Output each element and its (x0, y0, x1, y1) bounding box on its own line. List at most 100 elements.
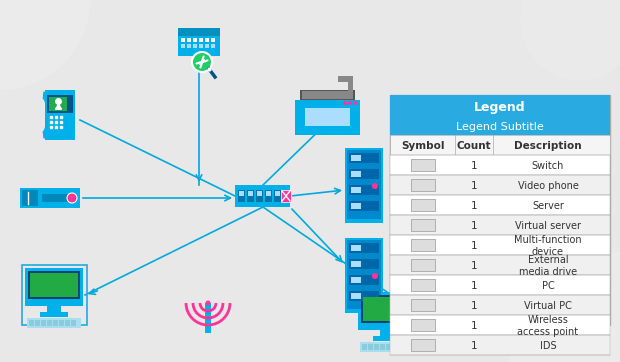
Circle shape (348, 101, 352, 105)
Bar (390, 335, 610, 355)
Text: 1: 1 (471, 241, 477, 251)
Bar (281, 190, 291, 202)
Bar (351, 203, 361, 209)
Bar (205, 44, 209, 48)
Bar (358, 292, 416, 330)
Bar (390, 235, 610, 255)
Bar (45, 90, 75, 140)
Bar (35, 320, 40, 326)
Bar (239, 191, 244, 196)
Bar (390, 215, 610, 235)
Bar (390, 117, 610, 135)
Text: 1: 1 (471, 341, 477, 351)
Bar (345, 148, 383, 223)
Text: Wireless
access point: Wireless access point (518, 315, 578, 337)
Bar (410, 239, 435, 251)
Bar (265, 190, 272, 202)
Bar (410, 299, 435, 311)
Bar (71, 320, 76, 326)
Bar (351, 245, 361, 251)
Bar (390, 255, 610, 275)
Bar (361, 295, 413, 323)
Bar (390, 95, 610, 325)
Text: 1: 1 (471, 281, 477, 291)
Text: Video phone: Video phone (518, 181, 578, 191)
Bar (349, 291, 379, 301)
Circle shape (67, 193, 77, 203)
Bar (247, 190, 254, 202)
Circle shape (372, 273, 378, 279)
Circle shape (192, 52, 212, 72)
Text: 1: 1 (471, 181, 477, 191)
Text: Switch: Switch (532, 161, 564, 171)
Bar (178, 28, 220, 56)
Bar (347, 240, 381, 309)
Bar (205, 303, 211, 333)
Bar (349, 153, 379, 163)
Bar (362, 344, 367, 350)
Bar (187, 38, 191, 42)
Bar (390, 295, 610, 315)
Text: Virtual server: Virtual server (515, 221, 581, 231)
Bar (274, 190, 281, 202)
Bar (181, 44, 185, 48)
Bar (351, 293, 361, 299)
Bar (42, 194, 72, 202)
Text: 1: 1 (471, 321, 477, 331)
Bar (47, 320, 52, 326)
FancyBboxPatch shape (390, 95, 610, 117)
Bar (410, 339, 435, 351)
Text: 1: 1 (471, 161, 477, 171)
Bar (187, 44, 191, 48)
Bar (178, 28, 220, 36)
Bar (211, 44, 215, 48)
Bar (404, 344, 409, 350)
Text: 1: 1 (471, 261, 477, 271)
Bar (349, 201, 379, 211)
Bar (386, 344, 391, 350)
Text: Virtual PC: Virtual PC (524, 301, 572, 311)
Bar (211, 38, 215, 42)
Bar (300, 90, 355, 102)
Bar (351, 171, 361, 177)
Bar (390, 275, 610, 295)
Bar (351, 261, 361, 267)
Bar (59, 320, 64, 326)
Bar (374, 344, 379, 350)
Circle shape (372, 183, 378, 189)
Bar (238, 190, 245, 202)
Bar (410, 259, 435, 271)
Bar (368, 344, 373, 350)
Bar (410, 319, 435, 331)
Bar (181, 38, 185, 42)
Bar (65, 320, 70, 326)
Bar (390, 175, 610, 195)
Bar (40, 312, 68, 317)
Circle shape (0, 0, 90, 90)
Bar (410, 199, 435, 211)
Bar (349, 169, 379, 179)
Bar (305, 108, 350, 126)
Text: Server: Server (532, 201, 564, 211)
Bar (338, 76, 353, 82)
Bar (347, 150, 381, 219)
Bar (390, 195, 610, 215)
Text: IDS: IDS (539, 341, 556, 351)
Text: Count: Count (457, 141, 491, 151)
Text: External
media drive: External media drive (519, 255, 577, 277)
Bar (390, 95, 610, 117)
Bar (193, 38, 197, 42)
Bar (257, 191, 262, 196)
Bar (363, 297, 411, 321)
Text: Legend Subtitle: Legend Subtitle (456, 122, 544, 132)
Bar (345, 238, 383, 313)
Bar (22, 190, 38, 206)
Bar (348, 80, 353, 92)
Bar (25, 268, 83, 306)
Bar (349, 185, 379, 195)
Bar (349, 275, 379, 285)
Bar (380, 330, 394, 336)
Bar (390, 315, 610, 335)
Bar (47, 95, 73, 113)
Bar (410, 219, 435, 231)
